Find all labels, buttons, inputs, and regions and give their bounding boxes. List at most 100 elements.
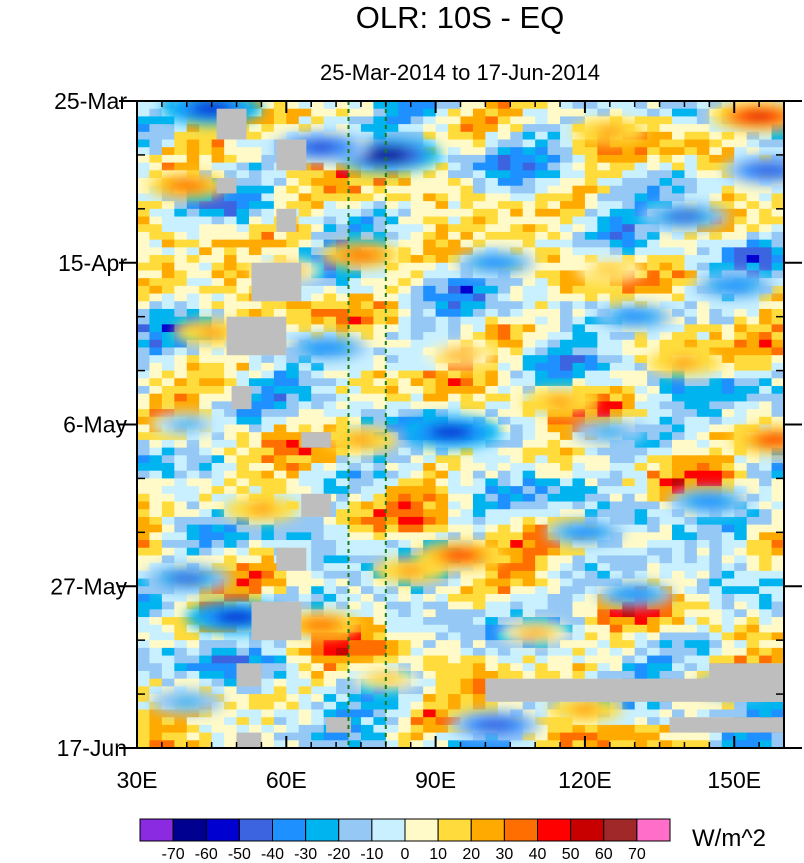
field-cell xyxy=(684,609,698,618)
field-cell xyxy=(373,308,387,318)
field-cell xyxy=(385,339,399,349)
field-cell xyxy=(597,717,611,726)
field-cell xyxy=(460,624,474,634)
field-cell xyxy=(746,632,760,641)
field-cell xyxy=(547,655,561,664)
field-cell xyxy=(622,362,636,372)
field-cell xyxy=(659,701,673,711)
field-cell xyxy=(398,694,412,703)
field-cell xyxy=(137,355,151,364)
field-cell xyxy=(174,347,188,356)
field-cell xyxy=(510,362,524,372)
field-cell xyxy=(174,501,188,510)
field-cell xyxy=(472,216,486,225)
field-cell xyxy=(373,178,387,187)
field-cell xyxy=(248,701,263,711)
field-cell xyxy=(423,632,437,641)
field-cell xyxy=(398,216,412,225)
field-cell xyxy=(199,278,213,287)
y-tick-label: 25-Mar xyxy=(54,88,127,114)
field-cell xyxy=(286,686,300,695)
field-cell xyxy=(373,224,387,233)
field-cell xyxy=(622,247,636,256)
field-cell xyxy=(261,717,275,726)
field-cell xyxy=(485,601,499,610)
field-cell xyxy=(547,270,561,279)
field-cell xyxy=(199,231,213,241)
field-cell xyxy=(423,101,437,110)
field-cell xyxy=(535,231,549,241)
field-cell xyxy=(696,301,710,310)
missing-data-region xyxy=(236,663,262,687)
field-cell xyxy=(597,540,611,549)
field-cell xyxy=(510,185,524,195)
field-cell xyxy=(721,393,735,402)
field-cell xyxy=(560,370,574,379)
field-cell xyxy=(311,540,325,549)
field-cell xyxy=(510,193,524,202)
field-cell xyxy=(634,362,648,372)
colorbar-swatch xyxy=(139,818,174,842)
field-cell xyxy=(261,686,275,695)
field-cell xyxy=(323,293,337,302)
field-cell xyxy=(522,216,536,225)
field-cell xyxy=(398,324,412,333)
field-cell xyxy=(298,178,312,187)
field-cell xyxy=(385,170,399,179)
field-cell xyxy=(497,647,511,657)
field-cell xyxy=(597,470,611,480)
field-cell xyxy=(224,262,238,272)
field-cell xyxy=(572,208,586,218)
field-cell xyxy=(622,563,636,572)
field-cell xyxy=(423,293,437,302)
field-cell xyxy=(398,308,412,318)
field-cell xyxy=(746,262,760,272)
field-cell xyxy=(398,640,412,649)
field-cell xyxy=(659,609,673,618)
field-cell xyxy=(286,101,300,110)
field-cell xyxy=(435,316,449,325)
field-cell xyxy=(360,301,374,310)
field-cell xyxy=(634,231,648,241)
field-cell xyxy=(224,385,238,395)
field-cell xyxy=(535,724,549,734)
field-cell xyxy=(261,416,275,426)
field-cell xyxy=(149,385,163,395)
field-cell xyxy=(634,724,648,734)
field-cell xyxy=(672,409,686,418)
field-cell xyxy=(435,470,449,480)
field-cell xyxy=(485,401,499,410)
field-cell xyxy=(298,570,312,580)
field-cell xyxy=(659,493,673,503)
field-cell xyxy=(273,493,287,503)
field-cell xyxy=(348,216,362,225)
field-cell xyxy=(348,370,362,379)
field-cell xyxy=(211,409,225,418)
field-cell xyxy=(248,301,263,310)
field-cell xyxy=(547,208,561,218)
field-cell xyxy=(323,424,337,433)
field-cell xyxy=(584,509,598,518)
field-cell xyxy=(485,617,499,626)
field-cell xyxy=(373,470,387,480)
field-cell xyxy=(174,247,188,256)
field-cell xyxy=(597,193,611,202)
field-cell xyxy=(460,185,474,195)
field-cell xyxy=(759,493,773,503)
field-cell xyxy=(684,262,698,272)
field-cell xyxy=(659,247,673,256)
field-cell xyxy=(373,301,387,310)
field-cell xyxy=(435,293,449,302)
field-cell xyxy=(336,124,350,133)
field-cell xyxy=(584,108,598,117)
field-cell xyxy=(448,493,462,503)
field-cell xyxy=(423,470,437,480)
field-cell xyxy=(734,385,748,395)
field-cell xyxy=(597,601,611,610)
field-cell xyxy=(348,532,362,541)
field-cell xyxy=(460,216,474,225)
anomaly-feature xyxy=(353,252,369,258)
field-cell xyxy=(522,493,536,503)
field-cell xyxy=(323,463,337,472)
field-cell xyxy=(398,108,412,117)
